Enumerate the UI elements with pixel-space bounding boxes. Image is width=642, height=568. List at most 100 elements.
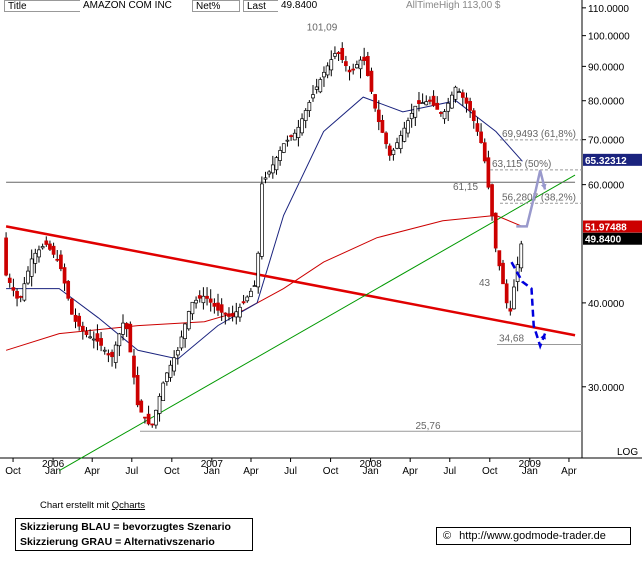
candle (358, 56, 363, 79)
candle-body (139, 400, 144, 413)
candle (450, 91, 454, 109)
candle (132, 348, 136, 385)
candle-body (333, 53, 337, 57)
candle-body (460, 92, 465, 98)
candle-body (252, 285, 257, 287)
candle-body (11, 287, 16, 291)
qcharts-link[interactable]: Qcharts (111, 500, 146, 511)
candle-body (501, 262, 505, 285)
website-url: http://www.godmode-trader.de (459, 530, 606, 542)
candle-body (303, 110, 308, 121)
candle (95, 324, 100, 351)
year-label-1: 2007 (201, 459, 224, 470)
candle-body (190, 301, 195, 315)
candle-body (230, 313, 235, 317)
candle-body (37, 249, 41, 258)
price-tag-bg-1 (583, 220, 642, 233)
candle (91, 331, 96, 349)
candle (37, 245, 41, 263)
candle (398, 130, 403, 154)
candle-body (157, 395, 162, 414)
candle (106, 349, 111, 363)
level-label-5: 43 (479, 278, 491, 289)
x-tick-label-9: Jan (363, 466, 379, 477)
candle-body (409, 113, 414, 120)
level-label-6: 34,68 (499, 334, 524, 345)
candle-body (292, 132, 297, 141)
candle-body (260, 183, 264, 257)
x-tick-label-11: Jul (443, 466, 456, 477)
candle-body (15, 291, 19, 299)
candle (373, 93, 377, 112)
candle (471, 108, 476, 129)
candle-body (51, 245, 56, 255)
candle (351, 63, 356, 75)
candle (143, 416, 147, 424)
year-label-0: 2006 (42, 459, 65, 470)
candle-body (450, 94, 454, 109)
candle (355, 60, 359, 69)
price-chart: 110.0000 100.0000 90.0000 80.0000 70.0000 60.… (0, 0, 642, 477)
candle (428, 96, 432, 105)
candle-body (146, 413, 151, 425)
title-value: AMAZON COM INC (80, 0, 192, 12)
price-tag-2: 49.8400 (585, 235, 622, 246)
candle-body (493, 212, 498, 249)
y-tick-label-6: 40.0000 (588, 299, 625, 310)
x-tick-label-2: Apr (84, 466, 100, 477)
x-tick-label-14: Apr (561, 466, 577, 477)
candle (44, 236, 49, 247)
candle-body (340, 47, 345, 60)
candle (409, 103, 414, 128)
legend-blue: Skizzierung BLAU = bevorzugtes Szenario (20, 521, 231, 533)
candle-body (238, 306, 242, 318)
website-box[interactable]: © http://www.godmode-trader.de (436, 527, 631, 545)
candle-body (387, 145, 392, 156)
candle-body (227, 313, 231, 317)
y-tick-label-2: 90.0000 (588, 62, 625, 73)
candle (402, 121, 407, 143)
candle (365, 51, 370, 77)
candle (15, 288, 19, 307)
candle (329, 50, 334, 77)
candle (223, 312, 228, 325)
candle-body (59, 254, 63, 270)
candle-body (241, 301, 246, 304)
candle (241, 294, 246, 305)
candle-body (99, 338, 103, 346)
candle (11, 278, 16, 297)
y-tick-label-7: 30.0000 (588, 383, 625, 394)
candle-body (263, 177, 268, 180)
candle-body (519, 243, 524, 269)
x-tick-label-12: Oct (482, 466, 498, 477)
candle (252, 280, 257, 287)
candle-body (132, 355, 136, 378)
candle (102, 346, 107, 355)
candle-body (428, 99, 432, 102)
candle-body (285, 139, 290, 142)
candle (212, 298, 217, 314)
candle-body (117, 333, 122, 347)
candle (48, 240, 52, 251)
candle-body (347, 69, 352, 73)
candle (234, 302, 239, 325)
candle-body (110, 351, 114, 358)
candle-body (362, 56, 367, 61)
candle (431, 90, 436, 107)
candle-body (391, 149, 396, 155)
candle (303, 108, 308, 129)
candle-body (344, 61, 348, 67)
price-tag-bg-0 (583, 153, 642, 166)
candle-body (26, 270, 30, 284)
candle-body (77, 315, 82, 327)
candle (267, 170, 272, 178)
candle-body (406, 120, 410, 134)
x-tick-label-7: Jul (284, 466, 297, 477)
candle-body (234, 311, 239, 318)
candle-body (44, 240, 49, 245)
scenario-blau-arrowhead (540, 333, 546, 340)
candle (29, 249, 34, 287)
price-tag-1: 51.97488 (585, 223, 627, 234)
x-tick-label-0: Oct (5, 466, 21, 477)
candle-body (216, 302, 220, 311)
